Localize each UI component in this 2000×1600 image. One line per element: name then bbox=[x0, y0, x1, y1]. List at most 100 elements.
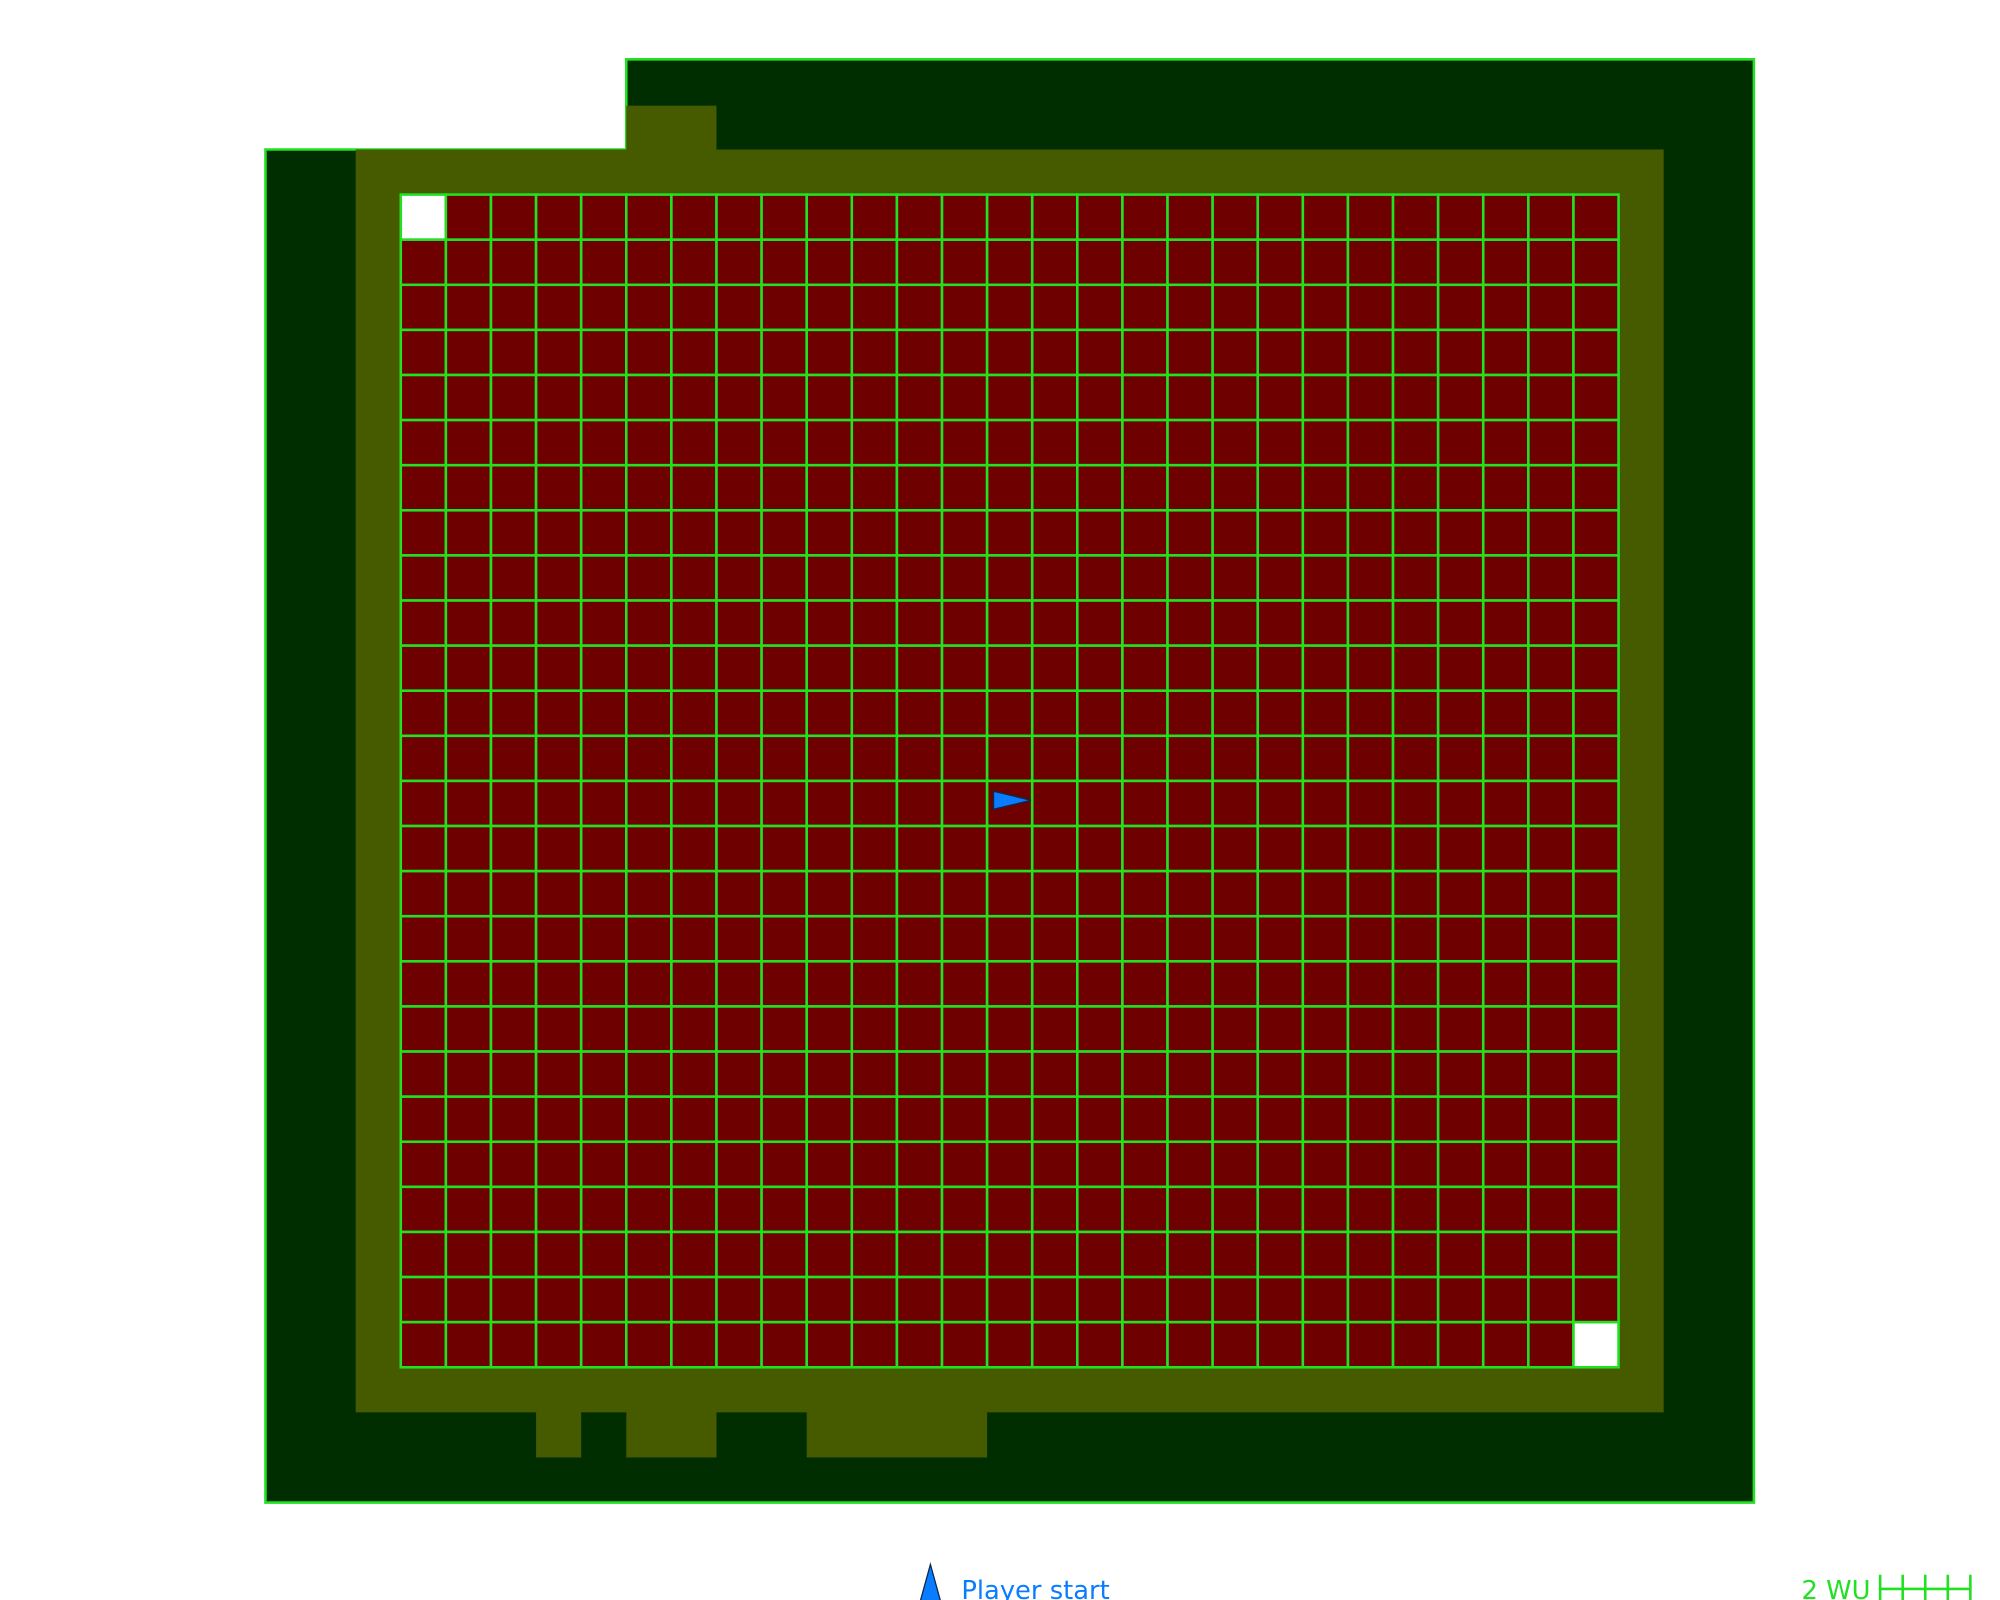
tile bbox=[985, 328, 1034, 377]
tile bbox=[534, 1005, 583, 1053]
tile bbox=[1436, 644, 1485, 693]
tile bbox=[1166, 599, 1214, 647]
tile bbox=[625, 734, 673, 783]
tile bbox=[1211, 1005, 1260, 1053]
tile bbox=[1527, 914, 1575, 963]
tile bbox=[1346, 914, 1395, 963]
tile bbox=[579, 599, 628, 647]
tile bbox=[1527, 373, 1575, 422]
tile bbox=[1030, 373, 1079, 422]
tile bbox=[760, 824, 808, 873]
tile bbox=[1211, 373, 1260, 422]
tile bbox=[489, 1140, 538, 1189]
tile bbox=[534, 869, 583, 918]
tile bbox=[985, 689, 1034, 738]
tile bbox=[625, 1230, 673, 1279]
tile bbox=[760, 734, 808, 783]
tile bbox=[940, 1140, 989, 1189]
tile bbox=[489, 734, 538, 783]
tile bbox=[1030, 328, 1079, 377]
tile bbox=[1121, 914, 1169, 963]
tile bbox=[1572, 1005, 1620, 1053]
tile bbox=[625, 509, 673, 557]
tile bbox=[1572, 418, 1620, 467]
tile bbox=[534, 193, 583, 241]
tile bbox=[534, 914, 583, 963]
tile bbox=[1030, 824, 1079, 873]
tile bbox=[534, 373, 583, 422]
tile bbox=[670, 238, 718, 287]
tile bbox=[715, 328, 763, 377]
tile bbox=[1301, 1230, 1350, 1279]
tile bbox=[1030, 1050, 1079, 1098]
tile bbox=[670, 328, 718, 377]
tile bbox=[670, 1230, 718, 1279]
tile bbox=[1256, 418, 1305, 467]
tile bbox=[985, 599, 1034, 647]
tile bbox=[579, 463, 628, 512]
tile bbox=[625, 554, 673, 602]
tile bbox=[1572, 734, 1620, 783]
tile bbox=[850, 238, 899, 287]
tile bbox=[1572, 463, 1620, 512]
tile bbox=[1572, 554, 1620, 602]
tile bbox=[1572, 824, 1620, 873]
tile bbox=[760, 1230, 808, 1279]
tile bbox=[1121, 1230, 1169, 1279]
tile bbox=[1572, 1185, 1620, 1234]
tile bbox=[1391, 328, 1440, 377]
tile bbox=[760, 418, 808, 467]
tile bbox=[805, 238, 854, 287]
tile bbox=[534, 328, 583, 377]
tile bbox=[1166, 193, 1214, 241]
tile bbox=[1256, 1005, 1305, 1053]
tile bbox=[1211, 1140, 1260, 1189]
tile bbox=[579, 554, 628, 602]
tile bbox=[1527, 734, 1575, 783]
tile bbox=[444, 644, 493, 693]
tile bbox=[579, 283, 628, 332]
tile bbox=[489, 1320, 538, 1369]
tile bbox=[1572, 644, 1620, 693]
tile bbox=[1076, 1185, 1124, 1234]
tile bbox=[670, 1050, 718, 1098]
tile bbox=[1527, 869, 1575, 918]
tile bbox=[850, 734, 899, 783]
tile bbox=[895, 283, 944, 332]
tile bbox=[1211, 644, 1260, 693]
tile bbox=[1346, 734, 1395, 783]
tile bbox=[399, 1275, 448, 1324]
tile bbox=[1256, 734, 1305, 783]
tile bbox=[1211, 869, 1260, 918]
tile bbox=[985, 960, 1034, 1008]
tile bbox=[1256, 960, 1305, 1008]
tile bbox=[489, 1005, 538, 1053]
tile bbox=[1572, 283, 1620, 332]
tile bbox=[399, 914, 448, 963]
tile bbox=[1436, 238, 1485, 287]
tile bbox=[715, 960, 763, 1008]
tile bbox=[1481, 238, 1530, 287]
tile bbox=[399, 509, 448, 557]
tile bbox=[579, 1050, 628, 1098]
tile bbox=[579, 1185, 628, 1234]
tile bbox=[399, 824, 448, 873]
tile bbox=[715, 779, 763, 828]
tile bbox=[1346, 554, 1395, 602]
tile bbox=[805, 1095, 854, 1144]
tile bbox=[895, 1140, 944, 1189]
tile bbox=[444, 328, 493, 377]
tile bbox=[1436, 1005, 1485, 1053]
tile bbox=[1436, 824, 1485, 873]
tile bbox=[1076, 1230, 1124, 1279]
tile bbox=[940, 960, 989, 1008]
tile bbox=[1076, 193, 1124, 241]
tile bbox=[1481, 599, 1530, 647]
tile bbox=[670, 1275, 718, 1324]
tile bbox=[1527, 418, 1575, 467]
tile bbox=[1166, 960, 1214, 1008]
tile bbox=[895, 914, 944, 963]
tile bbox=[1436, 373, 1485, 422]
tile bbox=[399, 1140, 448, 1189]
tile bbox=[850, 599, 899, 647]
